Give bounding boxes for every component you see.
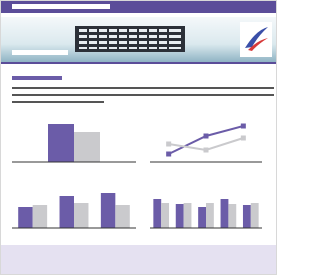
bar [33, 205, 47, 228]
banner-caption [12, 50, 68, 55]
bar [228, 204, 236, 228]
bar [18, 207, 32, 228]
bar [176, 204, 184, 228]
bar [115, 205, 129, 228]
bar [221, 199, 229, 228]
bar [48, 124, 74, 162]
bar [206, 203, 214, 228]
footer [1, 245, 276, 274]
point [204, 148, 209, 153]
document [0, 0, 277, 275]
bar [74, 203, 88, 228]
point [166, 152, 171, 157]
point [166, 142, 171, 147]
banner-rule [1, 62, 276, 64]
bar [74, 132, 100, 162]
bar [161, 203, 169, 228]
bar [243, 205, 251, 228]
bar [153, 199, 161, 228]
point [204, 134, 209, 139]
point [241, 136, 246, 141]
page: (() => { const data = JSON.parse(documen… [0, 0, 320, 275]
bar [101, 193, 115, 228]
bar [251, 203, 259, 228]
bar [184, 203, 192, 228]
section-heading [12, 76, 62, 80]
point [241, 124, 246, 129]
bar [60, 196, 74, 228]
bar [198, 207, 206, 228]
top-bar-title [12, 4, 110, 9]
